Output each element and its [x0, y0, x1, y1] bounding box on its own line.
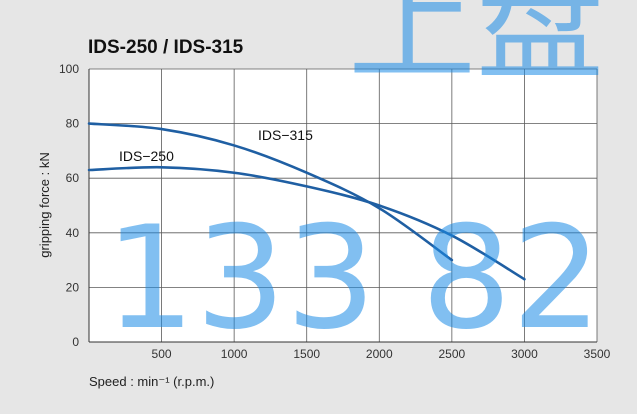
x-tick-label-3000: 3000 [511, 347, 538, 361]
series-line-ids-250 [87, 165, 526, 281]
x-tick-label-1500: 1500 [293, 347, 320, 361]
x-tick-label-2500: 2500 [439, 347, 466, 361]
x-axis-title: Speed : min⁻¹ (r.p.m.) [89, 374, 214, 389]
series-label-ids-315: IDS−315 [258, 127, 313, 143]
y-tick-label-20: 20 [66, 280, 80, 294]
plot-area [89, 69, 597, 342]
y-axis-title: gripping force : kN [37, 152, 52, 258]
series-line-ids-315 [87, 122, 454, 262]
watermark-number-text: 133 82 [105, 196, 602, 361]
x-tick-label-500: 500 [152, 347, 172, 361]
x-tick-label-3500: 3500 [584, 347, 611, 361]
y-tick-label-0: 0 [72, 335, 79, 349]
y-tick-label-100: 100 [59, 62, 79, 76]
x-tick-label-2000: 2000 [366, 347, 393, 361]
chart-title: IDS-250 / IDS-315 [88, 37, 244, 58]
y-tick-label-60: 60 [66, 171, 80, 185]
watermark-top-text: 上盘 [348, 0, 604, 99]
series-layer [87, 122, 526, 281]
series-label-ids-250: IDS−250 [119, 148, 174, 164]
grid-layer [88, 68, 598, 343]
y-tick-label-40: 40 [66, 226, 80, 240]
y-tick-label-80: 80 [66, 117, 80, 131]
tick-layer: 500 1000 1500 2000 2500 3000 3500 0 20 40 60 80 100 [59, 62, 611, 361]
x-tick-label-1000: 1000 [221, 347, 248, 361]
